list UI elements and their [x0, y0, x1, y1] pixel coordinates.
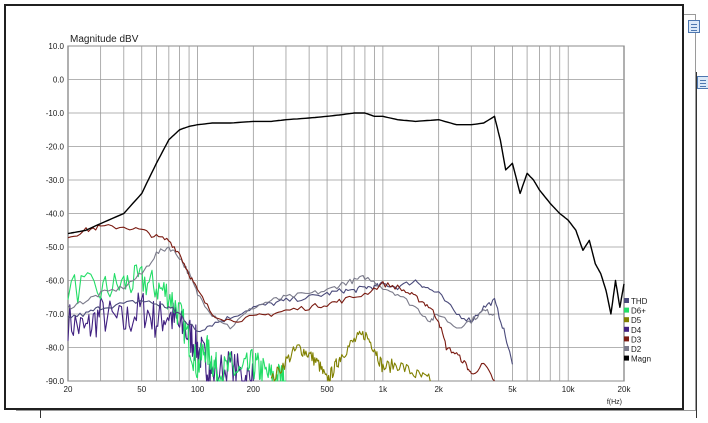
legend-label: Magn: [631, 355, 651, 364]
series-line-d3: [67, 224, 495, 382]
series-line-d2: [67, 246, 495, 330]
legend-swatch: [624, 355, 629, 361]
x-axis-label: f(Hz): [607, 399, 622, 406]
legend-label: D4: [631, 326, 642, 335]
y-tick-label: -10.0: [46, 109, 65, 118]
y-tick-label: -80.0: [46, 344, 65, 353]
magnitude-chart: 10.0 0.0 -10.0 -20.0 -30.0 -40.0 -50.0 -60.0 -70…: [46, 34, 651, 406]
y-tick-label: -60.0: [46, 277, 65, 286]
x-tick-label: 200: [247, 385, 261, 394]
x-tick-label: 50: [137, 385, 146, 394]
y-tick-label: -30.0: [46, 176, 65, 185]
series-line-d4: [67, 292, 254, 382]
series-line-thd: [67, 279, 513, 365]
x-tick-label: 5k: [508, 385, 517, 394]
legend-swatch: [624, 298, 629, 303]
chart-title: Magnitude dBV: [70, 34, 139, 45]
legend-swatch: [624, 326, 629, 332]
x-tick-label: 2k: [434, 385, 443, 394]
x-tick-label: 100: [191, 385, 205, 394]
document-icon[interactable]: [688, 20, 700, 33]
y-tick-label: -20.0: [46, 143, 65, 152]
legend-label: D3: [631, 335, 642, 344]
legend-swatch: [624, 307, 629, 313]
graph-window: 10.0 0.0 -10.0 -20.0 -30.0 -40.0 -50.0 -60.0 -70…: [4, 4, 684, 410]
x-tick-label: 20: [64, 385, 73, 394]
y-tick-label: 0.0: [53, 76, 65, 85]
series-line-magn: [67, 112, 625, 315]
document-icon[interactable]: [697, 76, 708, 89]
tick-labels: 10.0 0.0 -10.0 -20.0 -30.0 -40.0 -50.0 -60.0 -70…: [46, 42, 632, 394]
series-layer: [67, 112, 625, 382]
legend-swatch: [624, 317, 629, 323]
x-tick-label: 500: [320, 385, 334, 394]
legend-label: D2: [631, 345, 642, 354]
x-tick-label: 10k: [562, 385, 576, 394]
y-tick-label: -40.0: [46, 210, 65, 219]
x-tick-label: 1k: [379, 385, 388, 394]
x-tick-label: 20k: [618, 385, 632, 394]
legend-swatch: [624, 336, 629, 342]
y-tick-label: -90.0: [46, 377, 65, 386]
y-tick-label: -50.0: [46, 243, 65, 252]
legend-label: D6+: [631, 307, 646, 316]
y-tick-label: -70.0: [46, 310, 65, 319]
series-line-d6-plus: [67, 264, 286, 382]
legend-label: D5: [631, 316, 642, 325]
y-tick-label: 10.0: [48, 42, 64, 51]
legend-swatch: [624, 346, 629, 351]
legend-label: THD: [631, 297, 648, 306]
series-line-d5: [270, 330, 431, 382]
